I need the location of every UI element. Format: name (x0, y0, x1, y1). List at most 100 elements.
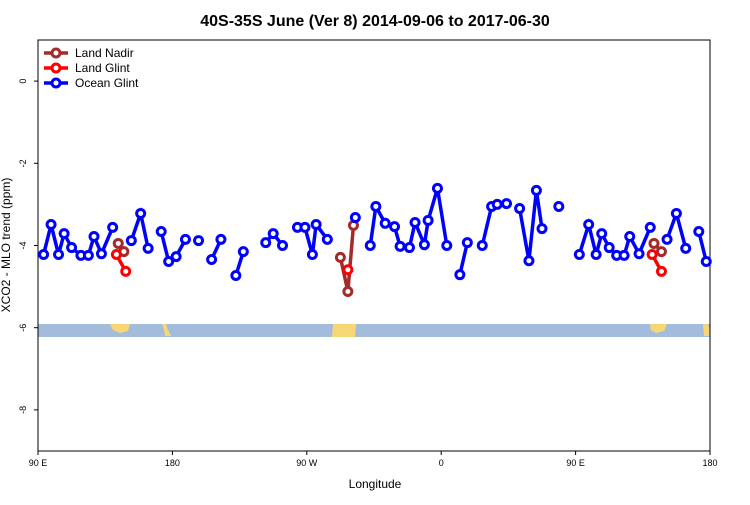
data-point (342, 286, 354, 298)
data-point (88, 230, 100, 242)
data-point (260, 237, 272, 249)
data-point (349, 212, 361, 224)
series-line (368, 187, 449, 252)
x-tick-label: 180 (702, 458, 717, 468)
data-point (179, 233, 191, 245)
data-point (45, 219, 57, 231)
x-axis-label: Longitude (349, 477, 402, 491)
data-point (170, 251, 182, 263)
data-point (58, 228, 70, 240)
data-point (700, 256, 712, 268)
y-tick-label: -6 (18, 324, 28, 332)
data-point (583, 219, 595, 231)
y-tick-label: 0 (18, 79, 28, 84)
data-point (230, 270, 242, 282)
legend-label: Land Glint (75, 61, 130, 75)
x-tick-label: 0 (439, 458, 444, 468)
data-point (364, 240, 376, 251)
data-point (135, 207, 147, 219)
data-point (514, 203, 526, 215)
data-point (441, 240, 453, 251)
data-point (334, 251, 346, 263)
data-point (596, 228, 608, 240)
data-point (422, 214, 434, 226)
land-shape (650, 324, 667, 333)
data-point (590, 249, 602, 261)
data-point (655, 265, 667, 277)
data-point (277, 240, 289, 251)
data-point (491, 198, 503, 210)
data-point (310, 219, 322, 231)
series-line (41, 224, 115, 259)
map-strip (38, 324, 710, 337)
data-point (389, 221, 401, 233)
legend-label: Land Nadir (75, 46, 134, 60)
land-shape (332, 324, 356, 337)
data-point (603, 242, 615, 254)
land-shape (162, 324, 171, 336)
x-tick-label: 90 W (296, 458, 318, 468)
data-point (454, 269, 466, 281)
data-point (299, 221, 311, 233)
data-point (693, 226, 705, 238)
data-point (267, 228, 279, 240)
data-point (342, 264, 354, 276)
y-axis-label: XCO2 - MLO trend (ppm) (0, 178, 13, 313)
data-point (431, 182, 443, 194)
data-point (306, 249, 318, 261)
data-point (461, 237, 473, 249)
data-point (523, 255, 535, 267)
data-point (120, 265, 132, 277)
data-point (125, 235, 137, 247)
legend-marker (50, 47, 62, 59)
data-point (193, 235, 205, 247)
data-point (409, 216, 421, 228)
y-tick-label: -4 (18, 241, 28, 249)
data-point (95, 248, 107, 260)
data-point (112, 237, 124, 249)
data-point (403, 242, 415, 254)
data-point (66, 242, 78, 254)
data-point (82, 249, 94, 261)
data-point (553, 200, 565, 212)
data-point (648, 237, 660, 249)
data-point (618, 249, 630, 261)
legend-label: Ocean Glint (75, 76, 139, 90)
x-tick-label: 90 E (566, 458, 585, 468)
legend-marker (50, 77, 62, 89)
legend-marker (50, 62, 62, 74)
data-point (163, 256, 175, 268)
land-shape (110, 324, 130, 333)
data-point (670, 207, 682, 219)
data-point (394, 240, 406, 252)
chart-title: 40S-35S June (Ver 8) 2014-09-06 to 2017-… (200, 13, 550, 30)
data-point (680, 242, 692, 254)
data-point (379, 217, 391, 229)
data-point (237, 246, 249, 258)
data-point (573, 249, 585, 261)
data-point (110, 249, 122, 261)
data-point (215, 233, 227, 245)
data-point (107, 221, 119, 233)
data-point (370, 200, 382, 212)
y-tick-label: -8 (18, 406, 28, 414)
y-tick-label: -2 (18, 159, 28, 167)
data-point (633, 248, 645, 260)
series-line (517, 190, 544, 262)
data-point (53, 249, 65, 261)
x-tick-label: 180 (165, 458, 180, 468)
data-point (646, 249, 658, 261)
data-point (476, 240, 488, 251)
data-point (501, 198, 513, 210)
data-point (655, 246, 667, 258)
data-point (142, 242, 154, 254)
data-point (155, 226, 167, 238)
data-point (321, 233, 333, 245)
ocean-band (38, 324, 710, 337)
land-shape (703, 324, 710, 336)
data-point (624, 230, 636, 242)
x-tick-label: 90 E (29, 458, 48, 468)
data-point (38, 249, 50, 261)
